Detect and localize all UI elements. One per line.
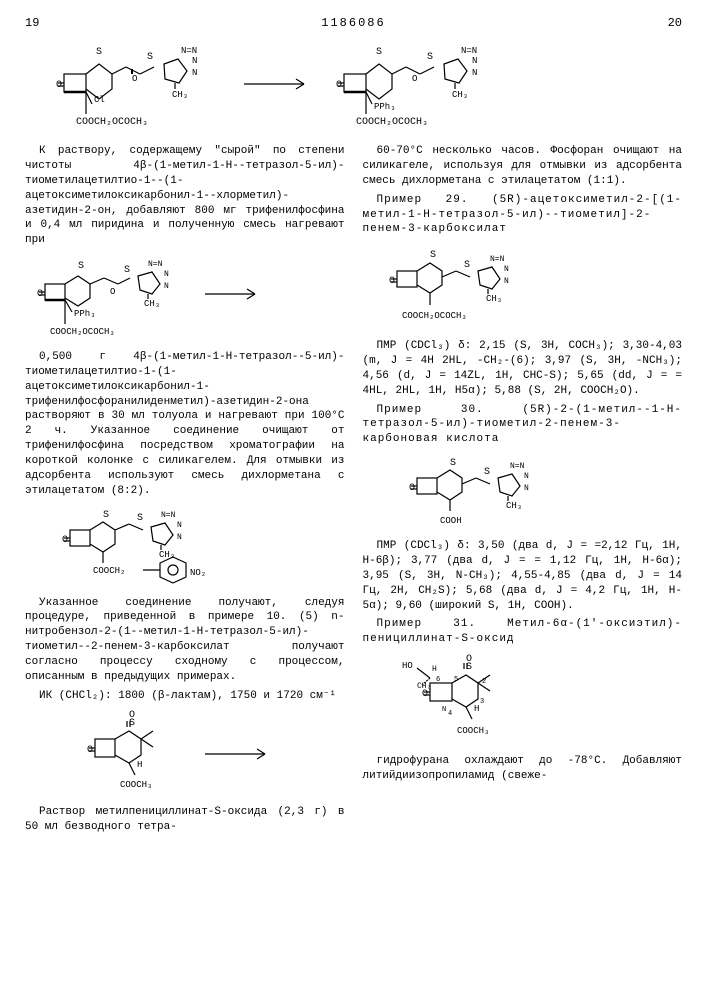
structure-example-29: O S S N N N=N CH₃ COOCH₂OCOCH₃ <box>363 243 683 333</box>
svg-text:N=N: N=N <box>461 46 477 56</box>
svg-text:PPh₃: PPh₃ <box>374 102 396 112</box>
svg-text:O: O <box>412 74 417 84</box>
svg-text:N: N <box>164 270 169 279</box>
svg-text:HO: HO <box>402 661 413 671</box>
right-para-7: гидрофурана охлаждают до -78°С. Добавляю… <box>363 754 683 784</box>
svg-text:COOCH₃: COOCH₃ <box>120 780 152 790</box>
left-para-2: 0,500 г 4β-(1-метил-1-Н-тетразол--5-ил)-… <box>25 350 345 498</box>
svg-text:COOCH₂OCOCH₃: COOCH₂OCOCH₃ <box>402 311 467 321</box>
svg-text:COOCH₂: COOCH₂ <box>93 566 125 576</box>
svg-text:S: S <box>95 47 101 58</box>
example-30-heading: Пример 30. (5R)-2-(1-метил--1-Н-тетразол… <box>363 403 683 448</box>
svg-text:S: S <box>124 265 130 276</box>
svg-text:N: N <box>177 533 182 542</box>
svg-text:N=N: N=N <box>490 255 505 264</box>
right-column: 60-70°С несколько часов. Фосфоран очищаю… <box>363 140 683 839</box>
svg-text:COOH: COOH <box>440 516 462 526</box>
svg-text:S: S <box>147 52 153 63</box>
svg-text:S: S <box>103 510 109 521</box>
svg-text:N: N <box>164 282 169 291</box>
svg-text:S: S <box>430 250 436 261</box>
example-29-heading: Пример 29. (5R)-ацетоксиметил-2-[(1-мети… <box>363 193 683 238</box>
structure-3-left: O S S N N N=N CH₃ COOCH₂ NO₂ <box>25 505 345 590</box>
structure-example-31: HO CH₃ O S O 6 5 N 4 3 2 H COOCH₃ H <box>363 653 683 748</box>
svg-text:CH₃: CH₃ <box>506 501 522 511</box>
svg-text:N=N: N=N <box>181 46 197 56</box>
svg-text:H: H <box>432 665 437 674</box>
svg-text:O: O <box>129 710 135 721</box>
svg-text:S: S <box>427 52 433 63</box>
svg-text:N=N: N=N <box>148 260 163 269</box>
svg-text:N: N <box>504 265 509 274</box>
right-para-5: ПМР (CDCl₃) δ: 3,50 (два d, J = =2,12 Гц… <box>363 539 683 613</box>
svg-text:N: N <box>192 56 197 66</box>
svg-text:S: S <box>484 467 490 478</box>
svg-text:N=N: N=N <box>510 462 525 471</box>
svg-text:CH₃: CH₃ <box>172 90 188 100</box>
reaction-scheme-2-left: O S S N N N=N CH₃ O PPh₃ COOCH₂OCOCH₃ <box>25 254 345 344</box>
svg-text:N: N <box>192 68 197 78</box>
svg-text:H: H <box>137 760 142 770</box>
svg-text:2: 2 <box>482 678 486 686</box>
svg-text:N=N: N=N <box>161 511 176 520</box>
structure-penicillin-left: O S O H COOCH₃ <box>25 709 345 799</box>
svg-text:CH₃: CH₃ <box>159 550 175 560</box>
svg-text:N: N <box>524 484 529 493</box>
left-para-3: Указанное соединение получают, следуя пр… <box>25 596 345 685</box>
structure-example-30: O S S N N N=N CH₃ COOH <box>363 453 683 533</box>
svg-text:N: N <box>524 472 529 481</box>
svg-text:N: N <box>442 706 446 714</box>
patent-number: 1186086 <box>321 15 385 31</box>
right-para-1: 60-70°С несколько часов. Фосфоран очищаю… <box>363 144 683 189</box>
right-para-3: ПМР (CDCl₃) δ: 2,15 (S, 3H, COCH₃); 3,30… <box>363 339 683 398</box>
svg-text:S: S <box>78 261 84 272</box>
svg-text:3: 3 <box>480 698 484 706</box>
svg-text:NO₂: NO₂ <box>190 568 206 578</box>
svg-text:Cl: Cl <box>94 95 105 105</box>
svg-text:S: S <box>137 513 143 524</box>
svg-text:4: 4 <box>448 710 452 718</box>
left-para-5: Раствор метилпенициллинат-S-оксида (2,3 … <box>25 805 345 835</box>
svg-text:H: H <box>474 704 479 714</box>
page-number-right: 20 <box>668 15 682 31</box>
svg-text:N: N <box>177 521 182 530</box>
svg-text:CH₃: CH₃ <box>452 90 468 100</box>
svg-text:COOCH₃: COOCH₃ <box>457 726 489 736</box>
page-header: 19 1186086 20 <box>25 15 682 31</box>
svg-text:S: S <box>375 47 381 58</box>
svg-text:CH₃: CH₃ <box>486 294 502 304</box>
svg-text:COOCH₂OCOCH₃: COOCH₂OCOCH₃ <box>356 117 428 128</box>
svg-text:COOCH₂OCOCH₃: COOCH₂OCOCH₃ <box>50 327 115 337</box>
svg-text:5: 5 <box>454 676 458 684</box>
left-para-1: К раствору, содержащему "сырой" по степе… <box>25 144 345 248</box>
svg-text:N: N <box>504 277 509 286</box>
svg-text:O: O <box>132 74 137 84</box>
svg-text:COOCH₂OCOCH₃: COOCH₂OCOCH₃ <box>76 117 148 128</box>
svg-text:6: 6 <box>436 676 440 684</box>
left-column: К раствору, содержащему "сырой" по степе… <box>25 140 345 839</box>
two-column-body: К раствору, содержащему "сырой" по степе… <box>25 140 682 839</box>
reaction-scheme-1: S S N N N=N CH₃ O O Cl COOCH₂OCOCH₃ S <box>25 39 682 134</box>
svg-text:CH₃: CH₃ <box>144 299 160 309</box>
left-para-4: ИК (СНСl₂): 1800 (β-лактам), 1750 и 1720… <box>25 689 345 704</box>
svg-text:PPh₃: PPh₃ <box>74 309 96 319</box>
svg-text:S: S <box>464 260 470 271</box>
svg-text:O: O <box>110 287 115 297</box>
example-31-heading: Пример 31. Метил-6α-(1'-оксиэтил)-пеници… <box>363 617 683 647</box>
svg-text:S: S <box>450 458 456 469</box>
svg-text:N: N <box>472 56 477 66</box>
page-number-left: 19 <box>25 15 39 31</box>
svg-text:N: N <box>472 68 477 78</box>
